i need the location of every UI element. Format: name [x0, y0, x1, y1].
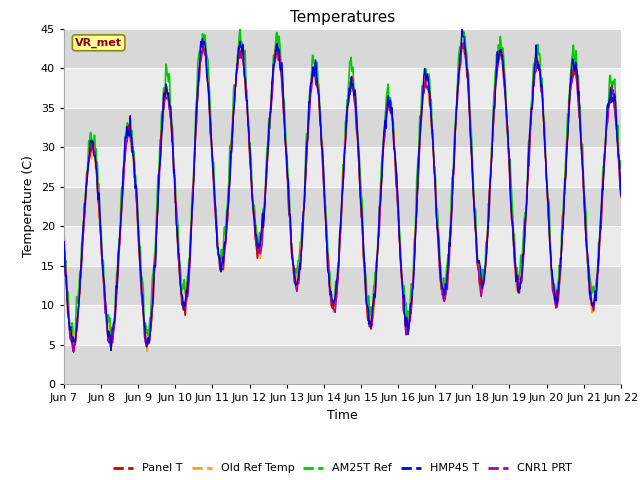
- Y-axis label: Temperature (C): Temperature (C): [22, 156, 35, 257]
- Bar: [64, 147, 621, 187]
- Legend: Panel T, Old Ref Temp, AM25T Ref, HMP45 T, CNR1 PRT: Panel T, Old Ref Temp, AM25T Ref, HMP45 …: [109, 459, 576, 478]
- Text: VR_met: VR_met: [75, 37, 122, 48]
- Bar: [64, 29, 621, 68]
- Bar: [64, 68, 621, 108]
- Bar: [64, 226, 621, 265]
- Bar: [64, 265, 621, 305]
- Bar: [64, 305, 621, 345]
- Bar: [64, 108, 621, 147]
- Bar: [64, 345, 621, 384]
- Title: Temperatures: Temperatures: [290, 10, 395, 25]
- X-axis label: Time: Time: [327, 408, 358, 421]
- Bar: [64, 187, 621, 226]
